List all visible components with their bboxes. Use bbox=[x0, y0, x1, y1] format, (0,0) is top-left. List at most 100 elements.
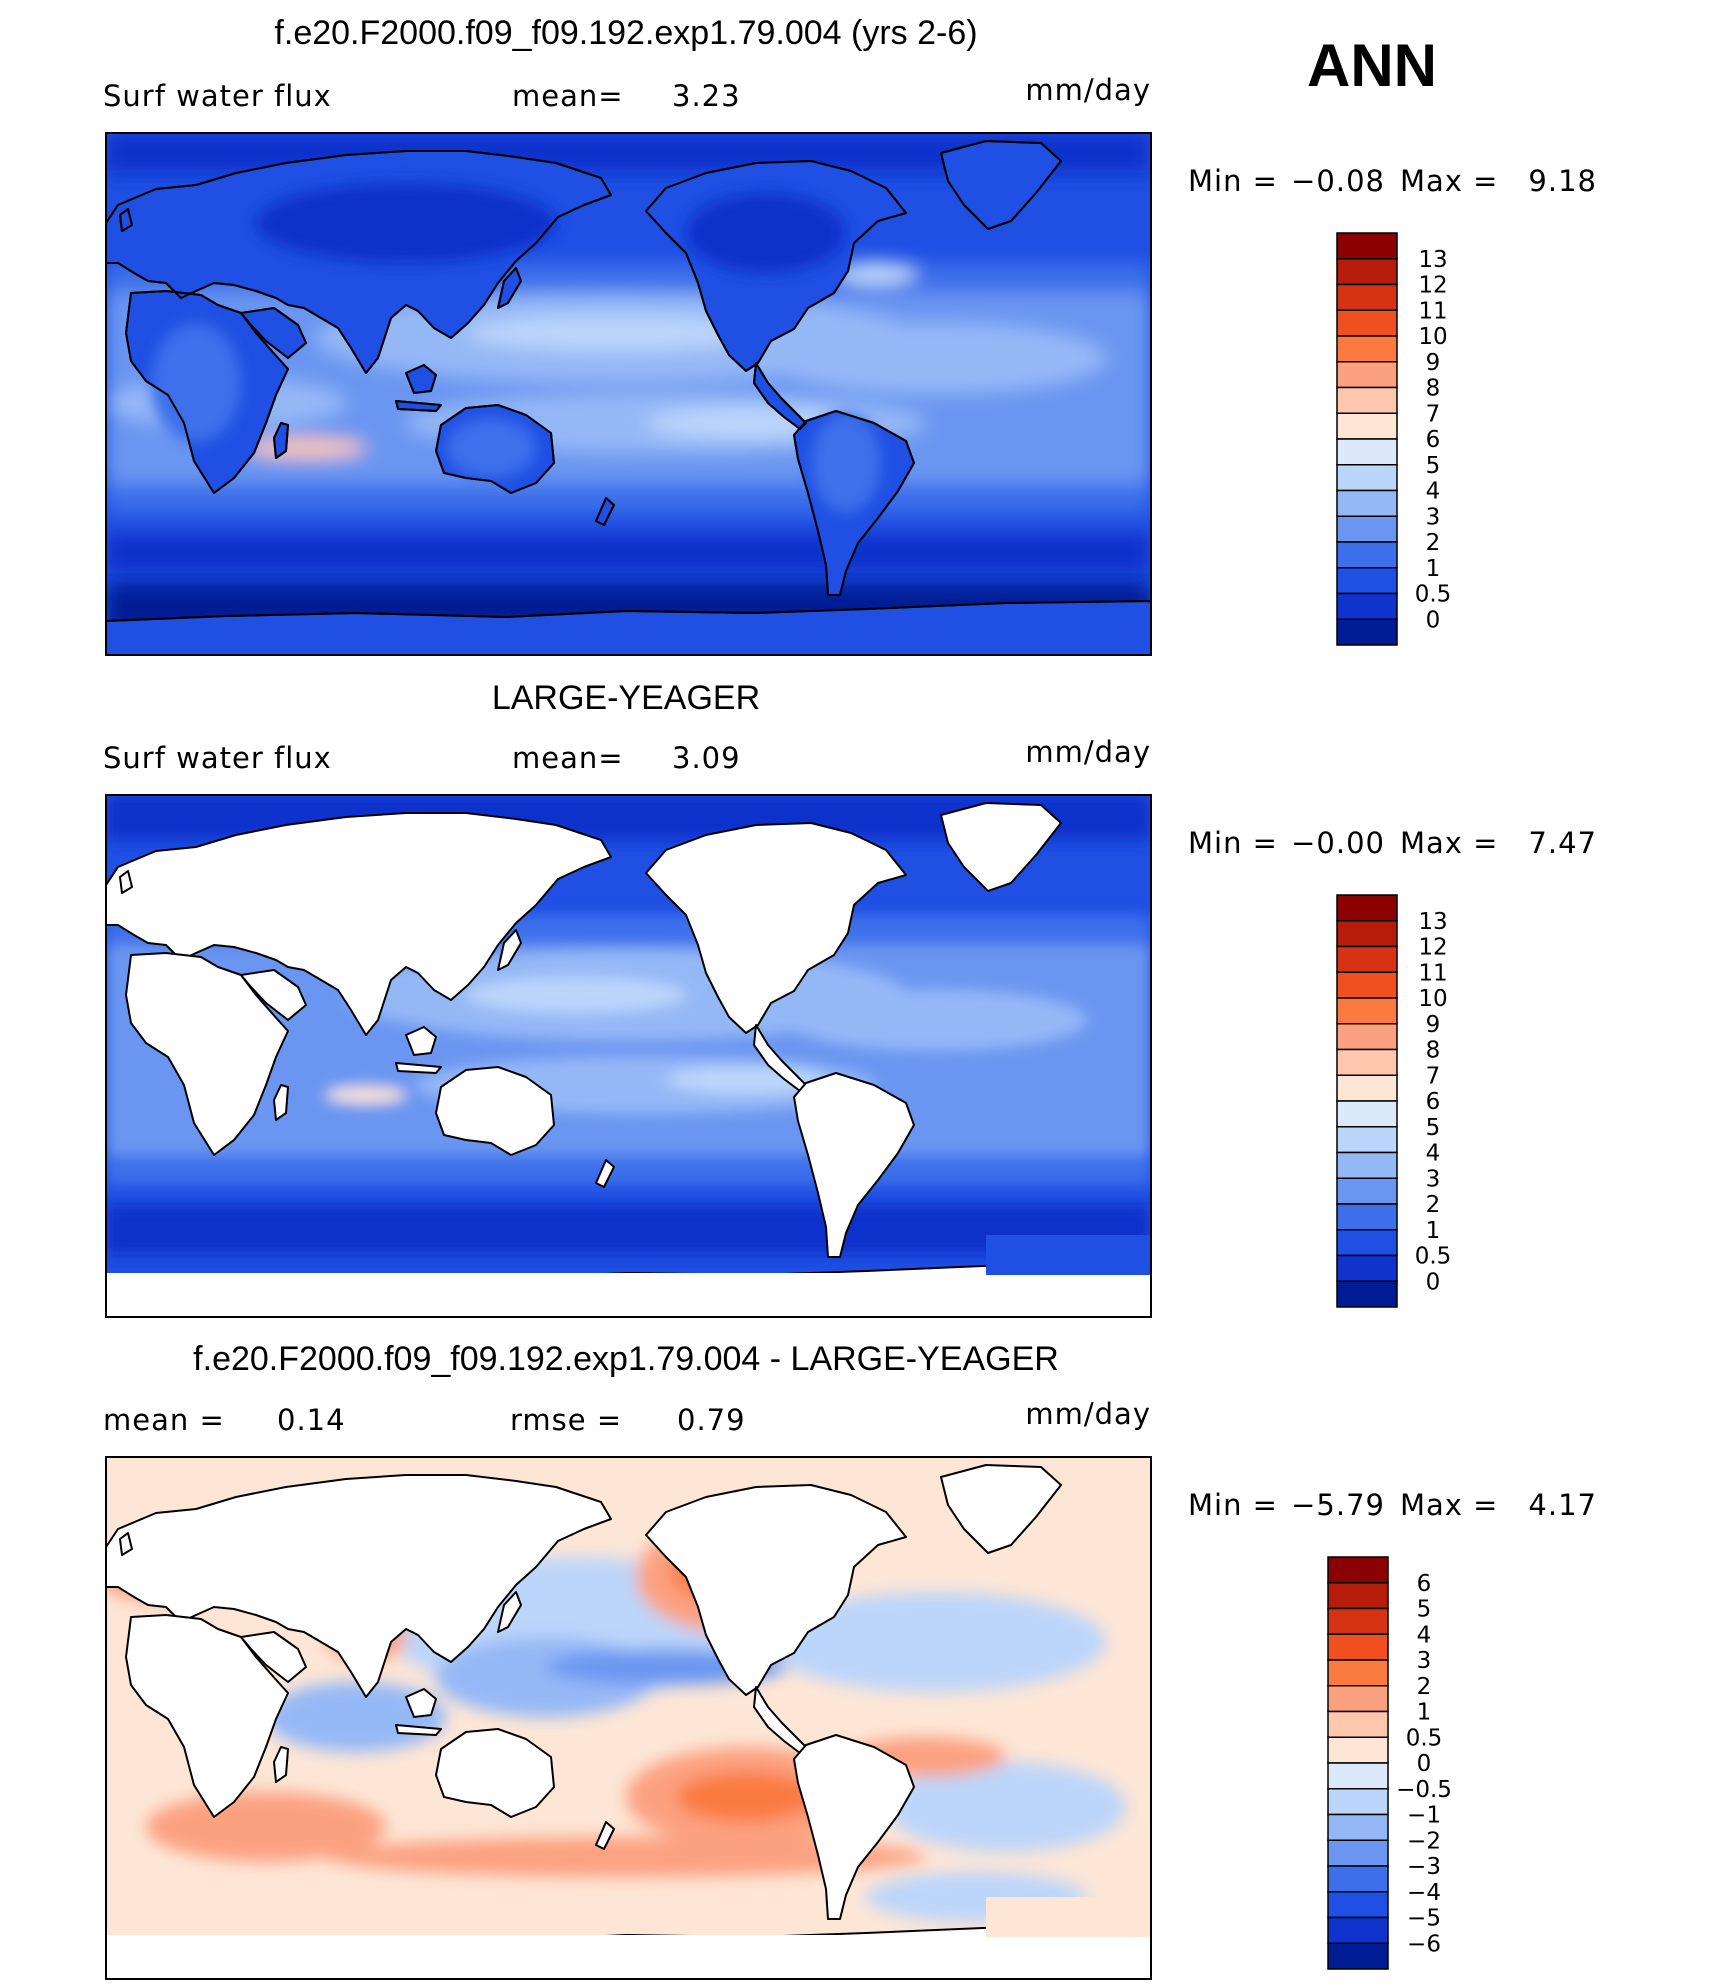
colorbar-tick-label: −0.5 bbox=[1396, 1777, 1452, 1803]
colorbar-swatch bbox=[1327, 1710, 1389, 1738]
colorbar-tick-label: −2 bbox=[1407, 1828, 1441, 1854]
colorbar-swatch bbox=[1336, 567, 1398, 595]
rmse-label: rmse = bbox=[510, 1403, 622, 1437]
colorbar-swatch bbox=[1327, 1891, 1389, 1919]
colorbar-swatch bbox=[1336, 464, 1398, 492]
colorbar-swatch bbox=[1336, 386, 1398, 414]
panel-observations: LARGE-YEAGER Surf water flux mean= 3.09 … bbox=[103, 679, 1596, 1318]
max-label: Max = bbox=[1400, 1488, 1498, 1522]
colorbar-swatch bbox=[1336, 489, 1398, 517]
colorbar-tick-label: 3 bbox=[1417, 1648, 1432, 1674]
colorbar-swatch bbox=[1336, 1177, 1398, 1205]
colorbar-swatch bbox=[1336, 1280, 1398, 1308]
panel-model: f.e20.F2000.f09_f09.192.exp1.79.004 (yrs… bbox=[103, 14, 1597, 656]
min-label: Min = bbox=[1188, 1488, 1278, 1522]
min-value: −0.00 bbox=[1291, 826, 1385, 860]
mean-label: mean= bbox=[512, 79, 624, 113]
map-panel-model bbox=[105, 132, 1152, 656]
mean-value: 3.09 bbox=[672, 741, 741, 775]
colorbar-tick-label: 7 bbox=[1426, 401, 1441, 427]
colorbar-tick-label: 2 bbox=[1417, 1674, 1432, 1700]
colorbar-swatch bbox=[1327, 1788, 1389, 1816]
colorbar-swatch bbox=[1327, 1607, 1389, 1635]
colorbar-tick-label: 0.5 bbox=[1415, 1244, 1452, 1270]
min-label: Min = bbox=[1188, 164, 1278, 198]
variable-label: Surf water flux bbox=[103, 79, 332, 113]
colorbar-swatch bbox=[1327, 1633, 1389, 1661]
mean-label: mean= bbox=[512, 741, 624, 775]
colorbar-swatch bbox=[1336, 1126, 1398, 1154]
colorbar-tick-label: 10 bbox=[1418, 324, 1447, 350]
map-frame bbox=[105, 1456, 1152, 1980]
mean-label: mean = bbox=[103, 1403, 225, 1437]
units-label: mm/day bbox=[1025, 73, 1151, 107]
colorbar-swatch bbox=[1336, 945, 1398, 973]
colorbar-tick-label: 9 bbox=[1426, 350, 1441, 376]
colorbar-swatch bbox=[1336, 309, 1398, 337]
colorbar-swatch bbox=[1336, 1254, 1398, 1282]
colorbar-tick-label: 4 bbox=[1426, 479, 1441, 505]
max-label: Max = bbox=[1400, 164, 1498, 198]
variable-label: Surf water flux bbox=[103, 741, 332, 775]
colorbar-swatch bbox=[1336, 997, 1398, 1025]
colorbar-tick-label: 0.5 bbox=[1406, 1725, 1443, 1751]
colorbar-tick-label: 11 bbox=[1418, 298, 1447, 324]
colorbar-swatch bbox=[1336, 258, 1398, 286]
map-frame bbox=[105, 794, 1152, 1318]
units-label: mm/day bbox=[1025, 735, 1151, 769]
colorbar-tick-label: 11 bbox=[1418, 960, 1447, 986]
colorbar-swatch bbox=[1336, 335, 1398, 363]
colorbar-tick-label: −4 bbox=[1407, 1880, 1441, 1906]
panel-difference: f.e20.F2000.f09_f09.192.exp1.79.004 - LA… bbox=[103, 1340, 1596, 1980]
colorbar-tick-label: 5 bbox=[1426, 1115, 1441, 1141]
colorbar-swatch bbox=[1336, 1151, 1398, 1179]
season-label: ANN bbox=[1307, 32, 1437, 99]
map-frame bbox=[105, 132, 1152, 656]
colorbar-swatch bbox=[1327, 1582, 1389, 1610]
colorbar-swatch bbox=[1336, 1229, 1398, 1257]
colorbar-tick-label: 0.5 bbox=[1415, 582, 1452, 608]
map-panel-difference bbox=[105, 1456, 1152, 1980]
map-panel-observations bbox=[105, 794, 1152, 1318]
colorbar-swatch bbox=[1327, 1813, 1389, 1841]
colorbar-tick-label: −6 bbox=[1407, 1931, 1441, 1957]
colorbar-swatch bbox=[1336, 1100, 1398, 1128]
colorbar-swatch bbox=[1336, 971, 1398, 999]
colorbar-tick-label: −3 bbox=[1407, 1854, 1441, 1880]
colorbar-swatch bbox=[1336, 592, 1398, 620]
colorbar-tick-label: 5 bbox=[1426, 453, 1441, 479]
colorbar-tick-label: 13 bbox=[1418, 909, 1447, 935]
mean-value: 3.23 bbox=[672, 79, 741, 113]
colorbar-swatch bbox=[1327, 1762, 1389, 1790]
rmse-value: 0.79 bbox=[677, 1403, 746, 1437]
colorbar-tick-label: 8 bbox=[1426, 376, 1441, 402]
colorbar-swatch bbox=[1327, 1942, 1389, 1970]
max-value: 9.18 bbox=[1528, 164, 1597, 198]
colorbar-tick-label: 0 bbox=[1417, 1751, 1432, 1777]
colorbar-tick-label: 2 bbox=[1426, 530, 1441, 556]
colorbar-swatch bbox=[1336, 541, 1398, 569]
colorbar-tick-label: 6 bbox=[1417, 1571, 1432, 1597]
colorbar-swatch bbox=[1327, 1736, 1389, 1764]
colorbar-swatch bbox=[1336, 515, 1398, 543]
colorbar-swatch bbox=[1327, 1916, 1389, 1944]
land-shading bbox=[151, 183, 881, 513]
colorbar-swatch bbox=[1336, 1203, 1398, 1231]
colorbar-swatch bbox=[1336, 618, 1398, 646]
colorbar-tick-label: 4 bbox=[1426, 1141, 1441, 1167]
colorbar-tick-label: −1 bbox=[1407, 1803, 1441, 1829]
colorbar-swatch bbox=[1327, 1659, 1389, 1687]
colorbar-tick-label: 5 bbox=[1417, 1597, 1432, 1623]
min-label: Min = bbox=[1188, 826, 1278, 860]
colorbar-tick-label: 7 bbox=[1426, 1063, 1441, 1089]
colorbar-swatch bbox=[1336, 920, 1398, 948]
max-label: Max = bbox=[1400, 826, 1498, 860]
colorbar-swatch bbox=[1336, 283, 1398, 311]
colorbar-tick-label: 1 bbox=[1426, 1218, 1441, 1244]
colorbar-swatch bbox=[1336, 1074, 1398, 1102]
colorbar-swatch bbox=[1336, 438, 1398, 466]
colorbar-swatch bbox=[1336, 361, 1398, 389]
colorbar-tick-label: −5 bbox=[1407, 1906, 1441, 1932]
